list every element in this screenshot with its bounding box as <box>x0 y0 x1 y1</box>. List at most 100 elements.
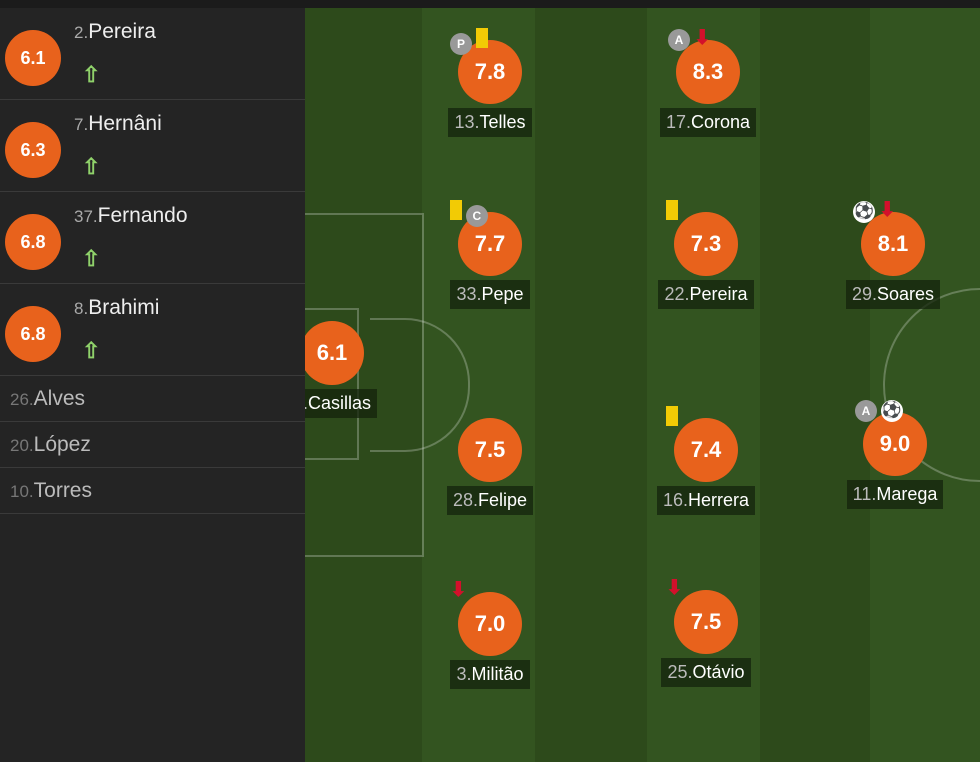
player-name: 22.Pereira <box>658 280 754 309</box>
player-name: 2.Pereira <box>74 20 156 44</box>
arrow-down-icon: ⬇ <box>450 579 467 601</box>
player-label: Telles <box>479 112 526 132</box>
player-label: Pepe <box>481 284 524 304</box>
player-marker[interactable]: 7.8 P 13.Telles <box>430 28 550 137</box>
player-label: Marega <box>876 484 938 504</box>
rating-badge: 9.0 A ⚽ <box>855 400 927 476</box>
arrow-up-icon: ⇧ <box>82 246 101 271</box>
shirt-number: 1. <box>305 393 308 413</box>
player-name: 25.Otávio <box>661 658 751 687</box>
player-label: Torres <box>33 479 92 502</box>
player-marker[interactable]: 8.3 A ⬇ 17.Corona <box>648 28 768 137</box>
shirt-number: 29. <box>851 284 877 304</box>
shirt-number: 28. <box>452 490 478 510</box>
event-icons: C <box>450 200 488 227</box>
penalty-icon: P <box>450 33 472 55</box>
bench-row[interactable]: 26.Alves <box>0 376 305 422</box>
substitute-row[interactable]: 6.8 8.Brahimi ⇧ <box>0 284 305 376</box>
player-label: López <box>33 433 91 456</box>
shirt-number: 25. <box>667 662 693 682</box>
rating-value: 7.3 <box>690 231 722 256</box>
rating-badge: 7.5 ⬇ <box>666 578 738 654</box>
arrow-down-icon: ⬇ <box>666 577 683 599</box>
arrow-up-icon: ⇧ <box>82 338 101 363</box>
bench-row[interactable]: 20.López <box>0 422 305 468</box>
player-marker[interactable]: 9.0 A ⚽ 11.Marega <box>835 400 955 509</box>
rating-badge: 7.7 C <box>450 200 522 276</box>
arrow-up-icon: ⇧ <box>82 154 101 179</box>
player-label: Militão <box>471 664 524 684</box>
player-marker[interactable]: 7.0 ⬇ 3.Militão <box>430 580 550 689</box>
pitch: 7.8 P 13.Telles 8.3 A ⬇ 17.Corona 7.7 C … <box>305 8 980 762</box>
rating-badge: 7.3 <box>666 200 738 276</box>
event-icons: ⬇ <box>450 580 467 601</box>
shirt-number: 3. <box>456 664 472 684</box>
rating-badge: 7.4 <box>666 406 738 482</box>
goal-area <box>305 308 359 460</box>
rating-badge: 6.1 <box>305 321 364 385</box>
yellow-card-icon <box>666 406 678 426</box>
player-label: Otávio <box>692 662 745 682</box>
player-name: 28.Felipe <box>446 486 534 515</box>
player-name: 16.Herrera <box>656 486 756 515</box>
rating-value: 8.3 <box>692 59 724 84</box>
rating-value: 7.5 <box>690 609 722 634</box>
shirt-number: 11. <box>852 484 877 504</box>
player-marker[interactable]: 7.4 16.Herrera <box>646 406 766 515</box>
player-label: Felipe <box>478 490 528 510</box>
assist-icon: A <box>855 400 877 422</box>
shirt-number: 16. <box>662 490 688 510</box>
event-icons <box>666 406 678 431</box>
shirt-number: 17. <box>665 112 691 132</box>
yellow-card-icon <box>475 28 488 48</box>
substitute-row[interactable]: 6.8 37.Fernando ⇧ <box>0 192 305 284</box>
shirt-number: 2. <box>74 23 89 42</box>
event-icons: P <box>450 28 488 55</box>
shirt-number: 13. <box>454 112 480 132</box>
event-icons: A ⬇ <box>668 28 711 51</box>
rating-value: 6.1 <box>316 340 348 365</box>
substitute-row[interactable]: 6.3 7.Hernâni ⇧ <box>0 100 305 192</box>
player-name: 11.Marega <box>846 480 944 509</box>
shirt-number: 33. <box>456 284 482 304</box>
player-name: 13.Telles <box>448 108 532 137</box>
player-marker[interactable]: 7.3 22.Pereira <box>646 200 766 309</box>
yellow-card-icon <box>666 200 678 220</box>
player-marker[interactable]: 6.1 1.Casillas <box>305 321 392 418</box>
player-label: Herrera <box>688 490 750 510</box>
player-label: Hernâni <box>88 112 162 135</box>
rating-value: 7.7 <box>474 231 506 256</box>
player-label: Pereira <box>689 284 748 304</box>
rating-value: 7.8 <box>474 59 506 84</box>
rating-value: 8.1 <box>877 231 909 256</box>
arrow-down-icon: ⬇ <box>693 27 711 49</box>
goal-icon: ⚽ <box>880 400 903 422</box>
player-marker[interactable]: 7.7 C 33.Pepe <box>430 200 550 309</box>
player-label: Soares <box>876 284 935 304</box>
rating-badge: 6.8 <box>5 306 61 362</box>
player-label: Alves <box>33 387 85 410</box>
rating-badge: 6.8 <box>5 214 61 270</box>
top-bar <box>0 0 980 8</box>
assist-icon: A <box>668 29 690 51</box>
rating-badge: 8.3 A ⬇ <box>668 28 740 104</box>
player-name: 17.Corona <box>659 108 757 137</box>
substitute-row[interactable]: 6.1 2.Pereira ⇧ <box>0 8 305 100</box>
rating-badge: 6.3 <box>5 122 61 178</box>
player-name: 8.Brahimi <box>74 296 159 320</box>
player-marker[interactable]: 7.5 ⬇ 25.Otávio <box>646 578 766 687</box>
player-name: 29.Soares <box>845 280 941 309</box>
player-name: 1.Casillas <box>305 389 378 418</box>
penalty-area <box>305 213 424 557</box>
player-label: Fernando <box>97 204 188 227</box>
rating-badge: 7.5 <box>458 418 522 482</box>
goal-icon: ⚽ <box>853 201 875 223</box>
player-name: 7.Hernâni <box>74 112 162 136</box>
player-label: Casillas <box>307 393 372 413</box>
bench-row[interactable]: 10.Torres <box>0 468 305 514</box>
player-marker[interactable]: 8.1 ⚽ ⬇ 29.Soares <box>833 200 953 309</box>
player-label: Corona <box>690 112 751 132</box>
shirt-number: 7. <box>74 115 89 134</box>
player-marker[interactable]: 7.5 28.Felipe <box>430 418 550 515</box>
yellow-card-icon <box>450 200 462 220</box>
